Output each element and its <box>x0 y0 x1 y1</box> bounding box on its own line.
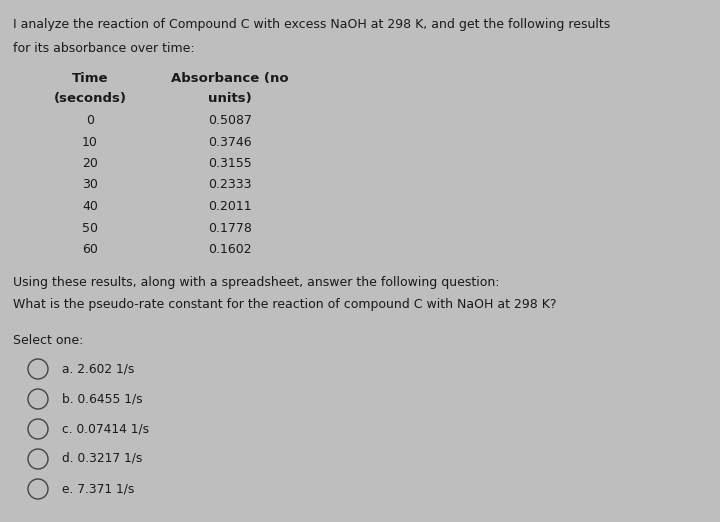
Text: 10: 10 <box>82 136 98 148</box>
Text: 0.1602: 0.1602 <box>208 243 252 256</box>
Text: for its absorbance over time:: for its absorbance over time: <box>13 42 194 55</box>
Text: Absorbance (no: Absorbance (no <box>171 72 289 85</box>
Text: 0.5087: 0.5087 <box>208 114 252 127</box>
Text: c. 0.07414 1/s: c. 0.07414 1/s <box>62 422 149 435</box>
Text: e. 7.371 1/s: e. 7.371 1/s <box>62 482 135 495</box>
Text: units): units) <box>208 92 252 105</box>
Text: Select one:: Select one: <box>13 334 84 347</box>
Text: Using these results, along with a spreadsheet, answer the following question:: Using these results, along with a spread… <box>13 276 500 289</box>
Text: 60: 60 <box>82 243 98 256</box>
Text: 0.3155: 0.3155 <box>208 157 252 170</box>
Text: 50: 50 <box>82 221 98 234</box>
Text: 0.1778: 0.1778 <box>208 221 252 234</box>
Text: 0: 0 <box>86 114 94 127</box>
Text: What is the pseudo-rate constant for the reaction of compound C with NaOH at 298: What is the pseudo-rate constant for the… <box>13 298 557 311</box>
Text: d. 0.3217 1/s: d. 0.3217 1/s <box>62 452 143 465</box>
Text: 0.2333: 0.2333 <box>208 179 252 192</box>
Text: 40: 40 <box>82 200 98 213</box>
Text: 30: 30 <box>82 179 98 192</box>
Text: 0.2011: 0.2011 <box>208 200 252 213</box>
Text: a. 2.602 1/s: a. 2.602 1/s <box>62 362 135 375</box>
Text: I analyze the reaction of Compound C with excess NaOH at 298 K, and get the foll: I analyze the reaction of Compound C wit… <box>13 18 611 31</box>
Text: 0.3746: 0.3746 <box>208 136 252 148</box>
Text: 20: 20 <box>82 157 98 170</box>
Text: Time: Time <box>72 72 108 85</box>
Text: (seconds): (seconds) <box>53 92 127 105</box>
Text: b. 0.6455 1/s: b. 0.6455 1/s <box>62 392 143 405</box>
